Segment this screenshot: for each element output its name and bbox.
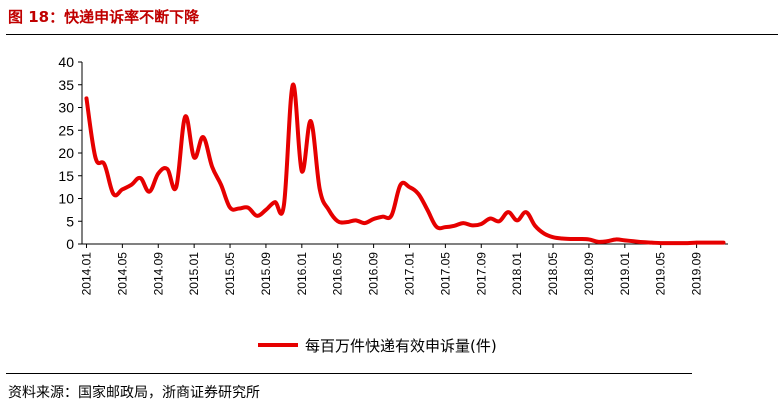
x-tick-label: 2014.05 [115,252,129,296]
x-tick-label: 2019.09 [690,252,704,296]
x-tick-label: 2014.01 [79,252,93,296]
figure-title: 图 18：快递申诉率不断下降 [8,8,200,26]
x-tick-label: 2018.05 [546,252,560,296]
y-tick-label: 0 [66,236,74,252]
series-line-0 [84,82,726,246]
x-tick-label: 2019.05 [654,252,668,296]
y-axis: 0 5 10 15 20 25 30 35 40 [58,54,83,252]
source-divider [6,373,692,374]
y-tick-label: 10 [58,191,74,207]
y-tick-label: 35 [58,77,74,93]
legend: 每百万件快递有效申诉量(件) [258,337,497,355]
x-tick-label: 2018.09 [582,252,596,296]
y-tick-label: 30 [58,100,74,116]
x-tick-label: 2019.01 [618,252,632,296]
y-tick-label: 5 [66,213,74,229]
series-layer [84,82,726,246]
y-tick-label: 25 [58,122,74,138]
x-tick-label: 2016.05 [331,252,345,296]
x-tick-label: 2017.01 [402,252,416,296]
x-tick-label: 2015.09 [259,252,273,296]
x-tick-label: 2017.05 [438,252,452,296]
x-tick-label: 2015.01 [187,252,201,296]
x-tick-label: 2015.05 [223,252,237,296]
y-tick-label: 15 [58,168,74,184]
x-tick-label: 2016.09 [367,252,381,296]
title-divider [6,34,778,35]
x-tick-label: 2017.09 [474,252,488,296]
x-tick-label: 2014.09 [151,252,165,296]
legend-label: 每百万件快递有效申诉量(件) [305,337,497,355]
source-note: 资料来源：国家邮政局，浙商证券研究所 [8,385,260,401]
y-tick-label: 20 [58,145,74,161]
x-tick-label: 2018.01 [510,252,524,296]
y-tick-label: 40 [58,54,74,70]
x-axis: 2014.01 2014.05 2014.09 2015.01 2015.05 2015.… [79,243,728,296]
x-tick-label: 2016.01 [295,252,309,296]
